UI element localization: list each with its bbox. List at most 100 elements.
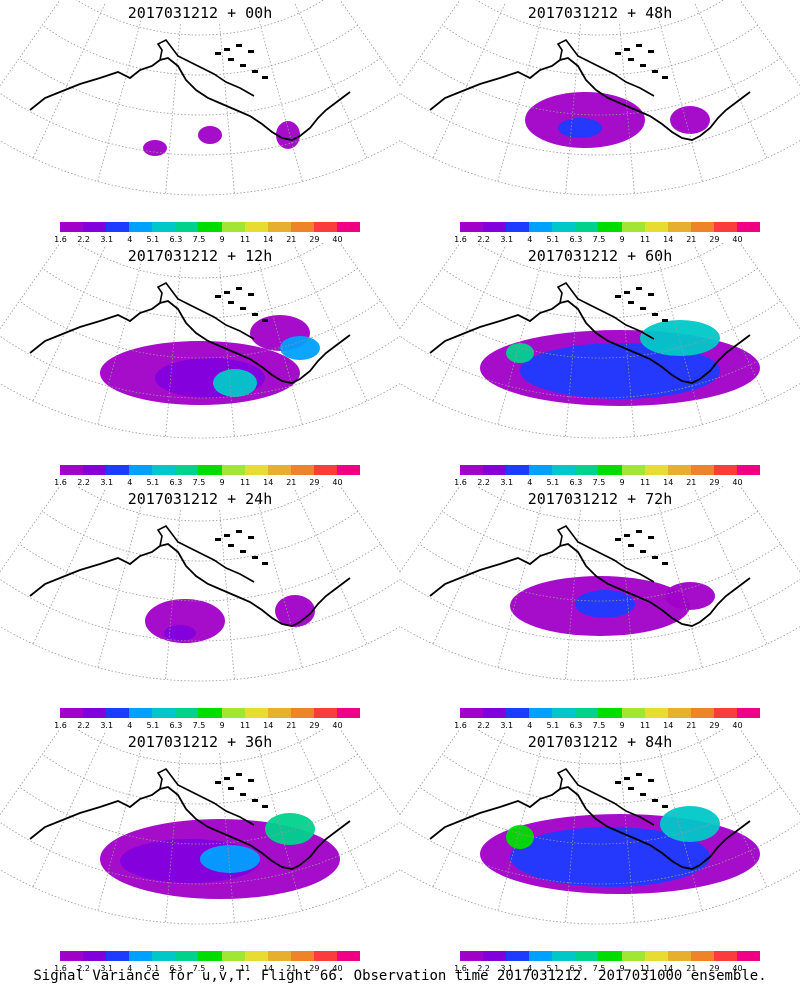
meridian-line [0, 486, 61, 573]
coastline [556, 38, 655, 97]
meridian-line [165, 510, 181, 680]
latitude-circle [75, 486, 325, 522]
coastline [556, 524, 655, 583]
meridian-line [657, 503, 703, 668]
colorbar-label: 6.3 [569, 964, 583, 973]
panel-title: 2017031212 + 84h [527, 733, 673, 751]
colorbar-label: 11 [240, 235, 251, 244]
colorbar-swatch [336, 708, 361, 718]
colorbar-swatch [506, 951, 530, 961]
colorbar-swatch [198, 222, 222, 232]
colorbar-label: 1.6 [54, 235, 67, 244]
meridian-line [432, 246, 506, 402]
island [262, 319, 268, 322]
colorbar [60, 465, 361, 475]
meridian-line [619, 24, 635, 194]
colorbar-swatch [267, 708, 291, 718]
colorbar-label: 11 [640, 721, 651, 730]
latitude-circle [75, 243, 325, 279]
meridian-line [619, 510, 635, 680]
meridian-line [619, 267, 635, 437]
island [648, 779, 654, 782]
colorbar-label: 7.5 [192, 235, 206, 244]
meridian-line [497, 746, 543, 911]
latitude-circle [475, 486, 725, 522]
colorbar-label: 2.2 [477, 478, 490, 487]
coastline [156, 767, 255, 826]
colorbar-swatch [529, 222, 553, 232]
colorbar-label: 4 [127, 478, 133, 487]
variance-field [510, 827, 710, 887]
meridian-line [257, 17, 303, 182]
meridian-line [619, 753, 635, 923]
colorbar-label: 29 [309, 721, 320, 730]
colorbar-label: 9 [619, 478, 625, 487]
island [228, 787, 234, 790]
colorbar-label: 1.6 [454, 721, 467, 730]
latitude-circle [75, 729, 325, 765]
colorbar-swatch [460, 222, 484, 232]
island [628, 544, 634, 547]
map-panel: 2017031212 + 12h 1.6 2.2 3.1 4 5.1 6.3 7.5 9 11 14… [0, 243, 400, 488]
island [228, 544, 234, 547]
colorbar-label: 29 [709, 235, 720, 244]
polar-map [400, 729, 800, 925]
variance-field [575, 590, 635, 618]
meridian-line [432, 732, 506, 888]
colorbar-swatch [106, 951, 130, 961]
island [236, 773, 242, 776]
island [240, 307, 246, 310]
map-panel: 2017031212 + 48h 1.6 2.2 3.1 4 5.1 6.3 7.5 9 11 14… [400, 0, 800, 245]
colorbar-label: 3.1 [500, 235, 514, 244]
colorbar-label: 4 [527, 478, 533, 487]
colorbar [460, 222, 761, 232]
colorbar-swatch [267, 222, 291, 232]
island [652, 799, 658, 802]
polar-map [400, 486, 800, 682]
colorbar-swatch [129, 222, 153, 232]
colorbar-label: 40 [332, 478, 343, 487]
colorbar-swatch [713, 222, 737, 232]
polar-map [0, 0, 400, 196]
colorbar-label: 14 [663, 478, 674, 487]
meridian-line [657, 746, 703, 911]
colorbar-swatch [644, 222, 668, 232]
colorbar-label: 21 [686, 478, 697, 487]
colorbar-swatch [198, 951, 222, 961]
colorbar-label: 14 [663, 964, 674, 973]
colorbar-swatch [221, 465, 245, 475]
island [240, 64, 246, 67]
colorbar-swatch [83, 465, 107, 475]
colorbar-label: 11 [240, 478, 251, 487]
colorbar-swatch [83, 951, 107, 961]
polar-map [0, 486, 400, 682]
island [248, 50, 254, 53]
colorbar-swatch [175, 708, 199, 718]
colorbar-label: 2.2 [77, 478, 90, 487]
colorbar-label: 3.1 [100, 478, 114, 487]
colorbar-swatch [60, 465, 84, 475]
colorbar-label: 14 [263, 964, 274, 973]
panel-title: 2017031212 + 12h [127, 247, 273, 265]
meridian-line [219, 267, 235, 437]
colorbar-swatch [506, 708, 530, 718]
meridian-line [257, 260, 303, 425]
island [662, 319, 668, 322]
island [662, 562, 668, 565]
colorbar-swatch [244, 951, 268, 961]
colorbar-swatch [336, 465, 361, 475]
island [662, 76, 668, 79]
variance-field [143, 140, 167, 156]
colorbar-label: 1.6 [54, 478, 67, 487]
colorbar-swatch [690, 465, 714, 475]
colorbar [460, 951, 761, 961]
island [236, 44, 242, 47]
coastline [156, 281, 255, 340]
meridian-line [294, 732, 368, 888]
polar-map [0, 729, 400, 925]
colorbar-swatch [667, 708, 691, 718]
colorbar-swatch [598, 708, 622, 718]
colorbar-swatch [506, 222, 530, 232]
map-panel: 2017031212 + 72h 1.6 2.2 3.1 4 5.1 6.3 7.5 9 11 14… [400, 486, 800, 731]
colorbar-label: 5.1 [546, 964, 560, 973]
